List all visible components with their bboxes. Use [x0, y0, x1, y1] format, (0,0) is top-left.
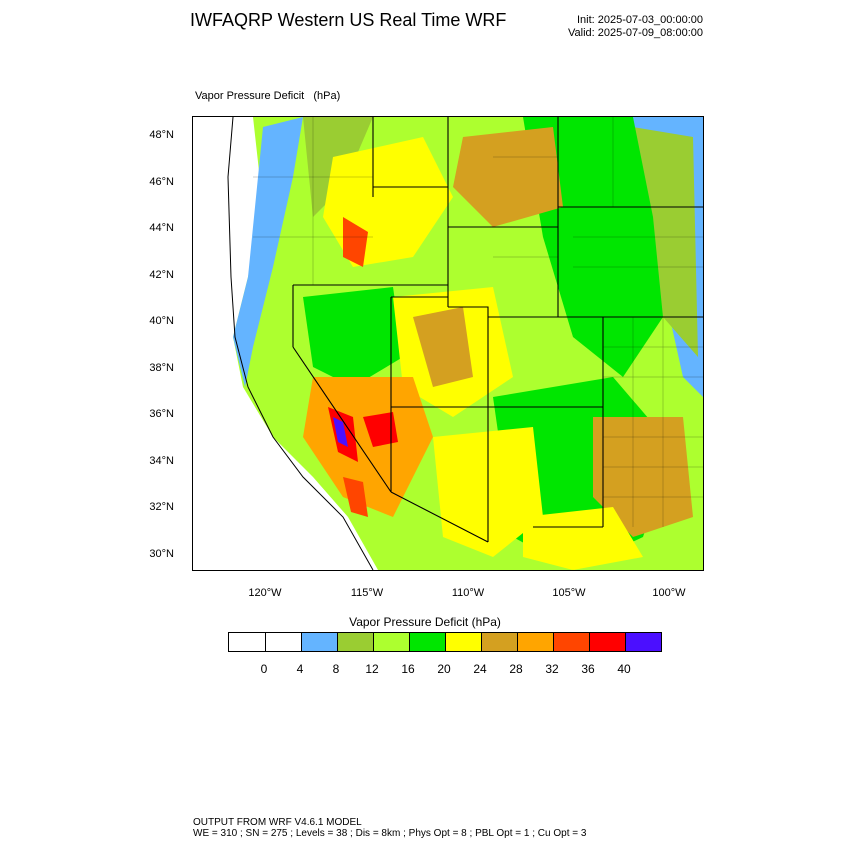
colorbar-swatch: [553, 633, 589, 651]
colorbar: [228, 632, 662, 652]
valid-time: Valid: 2025-07-09_08:00:00: [568, 27, 703, 39]
init-time: Init: 2025-07-03_00:00:00: [577, 14, 703, 26]
lat-label: 30°N: [149, 548, 174, 560]
colorbar-swatch: [517, 633, 553, 651]
colorbar-label: 0: [260, 662, 268, 676]
colorbar-swatch: [589, 633, 625, 651]
colorbar-label: 28: [509, 662, 523, 676]
model-config: WE = 310 ; SN = 275 ; Levels = 38 ; Dis …: [193, 828, 587, 839]
lat-label: 40°N: [149, 315, 174, 327]
lat-label: 36°N: [149, 408, 174, 420]
colorbar-label: 24: [473, 662, 487, 676]
lat-label: 32°N: [149, 501, 174, 513]
colorbar-swatch: [445, 633, 481, 651]
lat-label: 42°N: [149, 269, 174, 281]
model-version: OUTPUT FROM WRF V4.6.1 MODEL: [193, 817, 362, 828]
colorbar-label: 16: [401, 662, 415, 676]
plot-title: IWFAQRP Western US Real Time WRF: [190, 10, 507, 30]
lon-label: 105°W: [552, 587, 586, 599]
field-label: Vapor Pressure Deficit (hPa): [195, 90, 341, 102]
lat-label: 34°N: [149, 455, 174, 467]
colorbar-swatch: [337, 633, 373, 651]
lat-label: 38°N: [149, 362, 174, 374]
vpd-map: [192, 116, 704, 571]
lat-label: 48°N: [149, 129, 174, 141]
colorbar-swatch: [229, 633, 265, 651]
time-info: Init: 2025-07-03_00:00:00 Valid: 2025-07…: [568, 14, 703, 40]
lat-label: 46°N: [149, 176, 174, 188]
colorbar-swatch: [481, 633, 517, 651]
vpd-map-canvas: [193, 117, 703, 570]
lat-label: 44°N: [149, 222, 174, 234]
colorbar-label: 40: [617, 662, 631, 676]
colorbar-label: 36: [581, 662, 595, 676]
colorbar-swatch: [373, 633, 409, 651]
lon-label: 120°W: [248, 587, 282, 599]
colorbar-label: 8: [332, 662, 340, 676]
colorbar-swatch: [625, 633, 661, 651]
colorbar-swatch: [265, 633, 301, 651]
colorbar-swatch: [409, 633, 445, 651]
colorbar-label: 32: [545, 662, 559, 676]
lon-label: 110°W: [451, 587, 485, 599]
colorbar-swatch: [301, 633, 337, 651]
colorbar-label: 12: [365, 662, 379, 676]
colorbar-title: Vapor Pressure Deficit (hPa): [349, 615, 501, 629]
lon-label: 100°W: [652, 587, 686, 599]
colorbar-label: 4: [296, 662, 304, 676]
colorbar-label: 20: [437, 662, 451, 676]
lon-label: 115°W: [350, 587, 384, 599]
model-info: OUTPUT FROM WRF V4.6.1 MODEL WE = 310 ; …: [193, 817, 586, 839]
